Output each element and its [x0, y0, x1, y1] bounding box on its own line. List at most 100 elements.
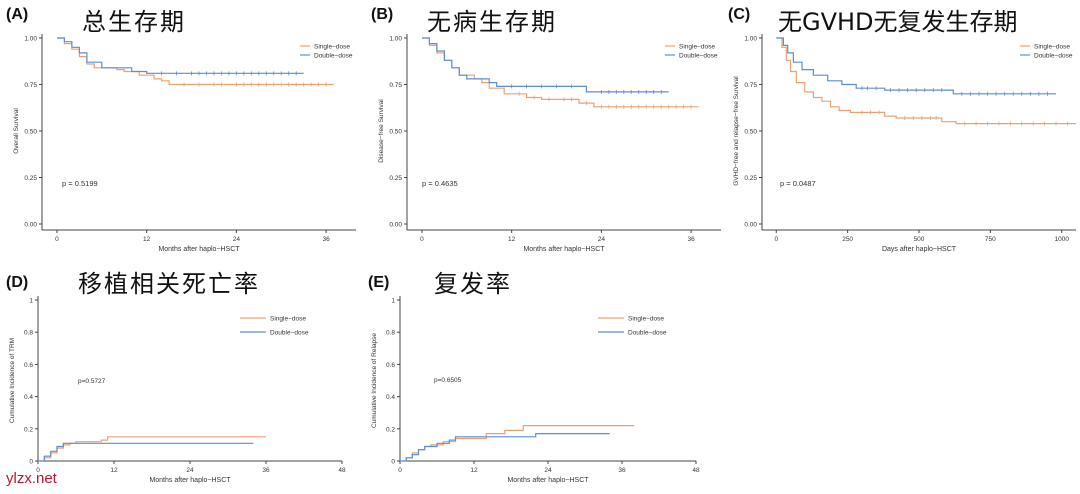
- legend-label: Double−dose: [270, 330, 309, 337]
- x-axis-title: Months after haplo−HSCT: [158, 246, 240, 253]
- legend-label: Double−dose: [1034, 53, 1073, 60]
- panel-tag: (E): [368, 274, 390, 291]
- series-line-single: [38, 436, 266, 462]
- x-tick-label: 12: [470, 467, 478, 474]
- y-tick-label: 0.25: [24, 175, 37, 182]
- x-tick-label: 0: [36, 467, 40, 474]
- y-tick-label: 1.00: [389, 36, 402, 43]
- x-tick-label: 36: [687, 236, 695, 243]
- y-tick-label: 0.00: [24, 222, 37, 229]
- p-value: p=0.5727: [78, 378, 106, 385]
- panel-title: 移植相关死亡率: [78, 270, 260, 298]
- x-tick-label: 12: [110, 467, 118, 474]
- x-tick-label: 36: [618, 467, 626, 474]
- x-tick-label: 750: [985, 236, 996, 243]
- y-tick-label: 0.2: [24, 426, 33, 433]
- panel-title: 无GVHD无复发生存期: [778, 8, 1018, 36]
- x-tick-label: 36: [262, 467, 270, 474]
- chart-c-svg: 0.00 0.25 0.50 0.75 1.00 0 250 500 750 1000 Days a…: [733, 34, 1076, 253]
- y-tick-label: 0.00: [389, 222, 402, 229]
- y-axis-title: Overall Survival: [13, 108, 20, 154]
- legend-label: Single−dose: [270, 316, 306, 323]
- x-tick-label: 500: [914, 236, 925, 243]
- panel-b: (B) 无病生存期 0.00 0.25 0.50 0.75 1.00 0 12 24 36 Mon…: [365, 0, 725, 253]
- legend-label: Single−dose: [628, 316, 664, 323]
- chart-b-svg: 0.00 0.25 0.50 0.75 1.00 0 12 24 36 Months after …: [378, 34, 721, 253]
- x-tick-label: 36: [322, 236, 330, 243]
- panel-c: (C) 无GVHD无复发生存期 0.00 0.25 0.50 0.75 1.00 0 250…: [724, 0, 1080, 253]
- x-tick-label: 1000: [1054, 236, 1069, 243]
- y-tick-label: 0.8: [386, 330, 395, 337]
- panel-e: (E) 复发率 0 0.2 0.4 0.6 0.8 1 0 12 24 36 48 Months af…: [362, 258, 722, 494]
- y-tick-label: 0: [391, 459, 395, 466]
- panel-tag: (C): [728, 6, 751, 23]
- series-line-double: [776, 37, 1056, 95]
- x-tick-label: 12: [143, 236, 151, 243]
- p-value: p=0.6505: [434, 377, 462, 384]
- y-tick-label: 0.25: [744, 175, 757, 182]
- series-line-single: [57, 37, 334, 86]
- y-tick-label: 0.8: [24, 330, 33, 337]
- p-value: p = 0.4635: [422, 179, 458, 188]
- watermark: ylzx.net: [6, 470, 57, 487]
- y-tick-label: 0.4: [24, 394, 33, 401]
- y-tick-label: 1.00: [24, 36, 37, 43]
- y-axis-title: Disease−free Survival: [378, 99, 385, 163]
- y-axis-title: Cumulative Incidence of TRM: [9, 338, 16, 423]
- x-tick-label: 24: [186, 467, 194, 474]
- x-axis-title: Months after haplo−HSCT: [507, 477, 589, 484]
- x-tick-label: 250: [842, 236, 853, 243]
- y-tick-label: 1: [391, 298, 395, 305]
- chart-a-svg: 0.00 0.25 0.50 0.75 1.00 0 12 24 36 Months after …: [13, 34, 356, 253]
- chart-e-svg: 0 0.2 0.4 0.6 0.8 1 0 12 24 36 48 Months after hapl…: [371, 296, 700, 484]
- panel-tag: (A): [6, 6, 29, 23]
- y-axis-title: GVHD−free and relapse−free Survival: [733, 76, 740, 186]
- y-tick-label: 0: [29, 459, 33, 466]
- legend-label: Single−dose: [314, 44, 350, 51]
- y-tick-label: 1: [29, 298, 33, 305]
- x-tick-label: 24: [544, 467, 552, 474]
- x-axis-title: Months after haplo−HSCT: [149, 477, 231, 484]
- x-tick-label: 0: [55, 236, 59, 243]
- y-tick-label: 0.6: [24, 362, 33, 369]
- y-tick-label: 0.75: [389, 82, 402, 89]
- y-tick-label: 0.50: [744, 129, 757, 136]
- panel-title: 无病生存期: [427, 8, 557, 36]
- x-tick-label: 48: [692, 467, 700, 474]
- y-tick-label: 0.6: [386, 362, 395, 369]
- panel-a: (A) 总生存期 0.00 0.25 0.50 0.75 1.00 0 12 24 36 Mont…: [0, 0, 360, 253]
- p-value: p = 0.0487: [780, 179, 816, 188]
- x-axis-title: Days after haplo−HSCT: [882, 246, 957, 253]
- series-line-double: [38, 442, 254, 462]
- panel-tag: (B): [371, 6, 394, 23]
- x-tick-label: 0: [420, 236, 424, 243]
- y-tick-label: 0.25: [389, 175, 402, 182]
- y-tick-label: 0.00: [744, 222, 757, 229]
- legend-label: Double−dose: [314, 53, 353, 60]
- x-tick-label: 0: [398, 467, 402, 474]
- chart-d-svg: 0 0.2 0.4 0.6 0.8 1 0 12 24 36 48 Months after hapl…: [9, 296, 346, 484]
- series-line-single: [400, 425, 635, 462]
- x-tick-label: 0: [774, 236, 778, 243]
- x-tick-label: 24: [598, 236, 606, 243]
- y-tick-label: 0.2: [386, 426, 395, 433]
- x-tick-label: 12: [508, 236, 516, 243]
- y-tick-label: 0.50: [389, 129, 402, 136]
- legend-label: Single−dose: [679, 44, 715, 51]
- series-line-single: [422, 37, 699, 108]
- legend-label: Double−dose: [628, 330, 667, 337]
- y-tick-label: 0.4: [386, 394, 395, 401]
- panel-d: (D) 移植相关死亡率 0 0.2 0.4 0.6 0.8 1 0 12 24 36 48 Month…: [0, 258, 360, 494]
- x-tick-label: 48: [338, 467, 346, 474]
- series-line-single: [776, 37, 1076, 125]
- legend-label: Double−dose: [679, 53, 718, 60]
- y-tick-label: 0.75: [744, 82, 757, 89]
- panel-title: 总生存期: [82, 8, 186, 36]
- series-line-double: [422, 37, 669, 93]
- y-axis-title: Cumulative Incidence of Relapse: [371, 333, 378, 428]
- p-value: p = 0.5199: [62, 179, 98, 188]
- x-axis-title: Months after haplo−HSCT: [523, 246, 605, 253]
- series-line-double: [400, 433, 610, 462]
- y-tick-label: 0.75: [24, 82, 37, 89]
- y-tick-label: 1.00: [744, 36, 757, 43]
